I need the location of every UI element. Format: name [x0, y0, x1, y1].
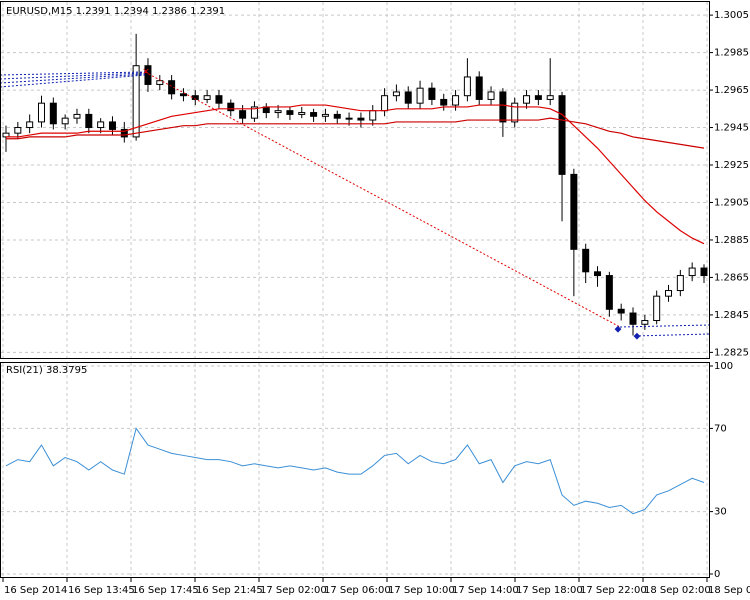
y-tick-label: 30 [714, 507, 727, 518]
y-tick-label: 100 [714, 361, 733, 372]
candle-body [499, 91, 507, 123]
y-tick-label: 0 [714, 569, 720, 580]
candle-body [629, 312, 637, 325]
candle-body [239, 110, 247, 119]
moving-average [6, 117, 705, 149]
plots [2, 33, 708, 515]
moving-average [6, 104, 705, 245]
candle-body [392, 91, 400, 97]
candle-body [37, 102, 45, 123]
x-tick-label: 16 Sep 2014 [4, 585, 67, 596]
candle-body [665, 290, 673, 297]
candle-body [108, 121, 116, 130]
candle-body [676, 275, 684, 292]
y-tick-label: 1.3005 [714, 10, 749, 21]
x-tick-label: 17 Sep 02:00 [260, 585, 327, 596]
candle-body [428, 87, 436, 100]
x-tick-label: 16 Sep 13:45 [68, 585, 135, 596]
x-tick-label: 17 Sep 14:00 [452, 585, 519, 596]
x-tick-label: 17 Sep 06:00 [324, 585, 391, 596]
candle-body [605, 275, 613, 310]
x-tick-label: 18 Sep 02:00 [644, 585, 711, 596]
candle-body [404, 91, 412, 104]
x-tick-label: 16 Sep 17:45 [132, 585, 199, 596]
candle-body [274, 110, 282, 114]
candle-body [310, 112, 318, 117]
candle-body [688, 267, 696, 277]
trade-marker: ◆ [615, 325, 622, 335]
candle-body [641, 320, 649, 325]
candle-body [594, 271, 602, 277]
y-tick-label: 70 [714, 423, 727, 434]
candle-body [381, 95, 389, 112]
y-tick-label: 1.2865 [714, 272, 749, 283]
candle-body [179, 93, 187, 97]
y-tick-label: 1.2845 [714, 310, 749, 321]
candle-body [73, 113, 81, 119]
candle-body [203, 95, 211, 100]
rsi-line [5, 427, 705, 515]
candle-body [120, 128, 128, 138]
candle-body [61, 117, 69, 125]
rsi-panel-frame [0, 362, 710, 578]
y-tick-label: 1.2925 [714, 160, 749, 171]
order-lines [0, 71, 146, 88]
x-tick-label: 17 Sep 10:00 [388, 585, 455, 596]
candle-body [14, 127, 22, 134]
chart-title: EURUSD,M15 1.2391 1.2394 1.2386 1.2391 [6, 6, 225, 17]
grid [1, 2, 709, 577]
candle-body [85, 113, 93, 129]
candle-body [511, 102, 519, 123]
candle-body [463, 76, 471, 97]
candle-body [369, 110, 377, 121]
rsi-title: RSI(21) 38.3795 [6, 365, 87, 376]
candle-body [49, 102, 57, 125]
candle-body [558, 95, 566, 175]
candle-body [570, 173, 578, 250]
candle-body [416, 87, 424, 104]
candle-body [168, 80, 176, 95]
trade-marker: ◆ [634, 332, 641, 342]
candle-body [617, 308, 625, 314]
candle-body [132, 65, 140, 138]
candle-body [452, 95, 460, 106]
x-tick-label: 18 Sep 06:00 [708, 585, 750, 596]
candle-body [475, 76, 483, 100]
candle-body [546, 95, 554, 100]
candle-body [653, 295, 661, 322]
trade-line [144, 71, 621, 328]
candle-body [523, 95, 531, 104]
candle-body [97, 121, 105, 129]
candle-body [440, 98, 448, 106]
candle-body [286, 110, 294, 115]
candle-body [215, 95, 223, 104]
candle-body [333, 113, 341, 119]
candle-body [298, 112, 306, 115]
candle-body [487, 91, 495, 100]
candle-body [700, 267, 708, 277]
trade-marker: ✕ [142, 68, 150, 78]
y-tick-label: 1.2945 [714, 123, 749, 134]
candle-body [534, 95, 542, 100]
order-lines [619, 324, 710, 337]
x-tick-label: 17 Sep 22:00 [580, 585, 647, 596]
y-tick-label: 1.2825 [714, 347, 749, 358]
candle-body [26, 121, 34, 129]
candle-body [321, 113, 329, 117]
y-tick-label: 1.2985 [714, 48, 749, 59]
x-tick-label: 16 Sep 21:45 [196, 585, 263, 596]
y-tick-label: 1.2965 [714, 85, 749, 96]
candle-body [156, 80, 164, 85]
candle-body [357, 117, 365, 121]
y-tick-label: 1.2885 [714, 235, 749, 246]
y-tick-label: 1.2905 [714, 197, 749, 208]
candle-body [582, 248, 590, 273]
candle-body [250, 106, 258, 119]
main-panel-frame [0, 1, 710, 359]
x-tick-label: 17 Sep 18:00 [516, 585, 583, 596]
candle-body [345, 117, 353, 120]
candle-body [227, 102, 235, 112]
